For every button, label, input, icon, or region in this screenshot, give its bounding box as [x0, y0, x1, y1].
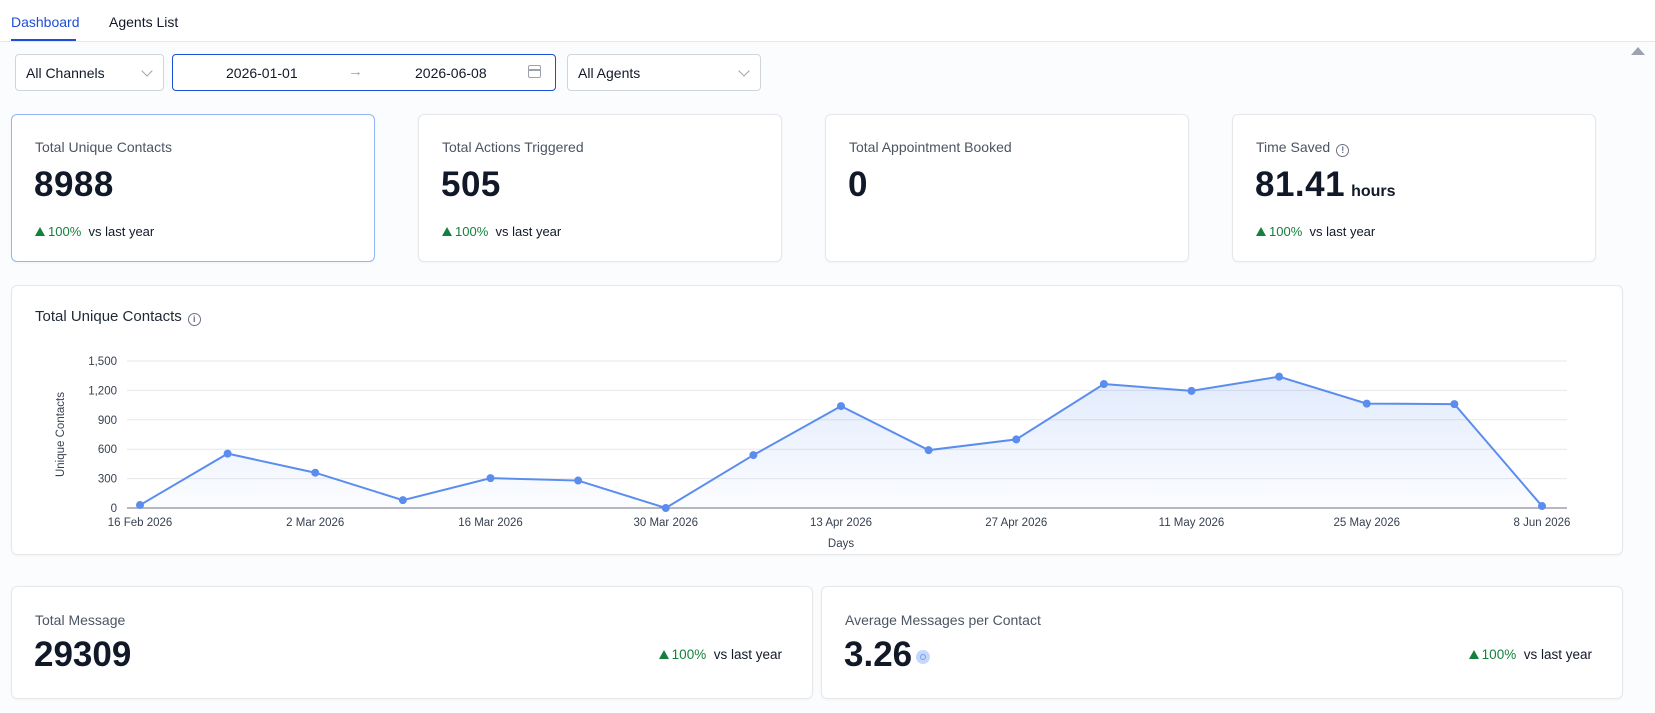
trend-up-icon: [1256, 227, 1266, 236]
data-point: [1275, 372, 1284, 381]
channel-select-value: All Channels: [26, 64, 105, 81]
calendar-icon[interactable]: [528, 65, 541, 78]
kpi-card-appointments-booked[interactable]: Total Appointment Booked 0: [825, 114, 1189, 262]
tab-bar: Dashboard Agents List: [0, 0, 1655, 42]
data-point: [1187, 386, 1196, 395]
data-point: [398, 496, 407, 505]
data-point: [749, 451, 758, 460]
y-tick-label: 600: [98, 444, 117, 456]
y-tick-label: 1,200: [88, 385, 117, 397]
data-point: [1362, 399, 1371, 408]
y-tick-label: 900: [98, 415, 117, 427]
chart-title: Total Unique Contacts i: [35, 308, 201, 326]
agent-select-value: All Agents: [578, 64, 641, 81]
avg-messages-label: Average Messages per Contact: [845, 612, 1041, 628]
data-point: [661, 504, 670, 512]
kpi-trend: 100% vs last year: [442, 224, 561, 239]
agent-select[interactable]: All Agents: [567, 54, 761, 91]
chevron-down-icon: [738, 65, 750, 77]
scroll-up-arrow-icon[interactable]: [1631, 47, 1645, 55]
data-point: [924, 446, 933, 455]
data-point: [1012, 435, 1021, 444]
data-point: [311, 468, 320, 477]
kpi-trend: 100% vs last year: [35, 224, 154, 239]
total-message-value: 29309: [34, 635, 132, 674]
y-tick-label: 0: [111, 503, 117, 515]
unique-contacts-chart: 0 300 600 900 1,200 1,500 16 Feb 2026 2 Mar 202…: [55, 356, 1571, 550]
trend-up-icon: [442, 227, 452, 236]
info-badge-icon[interactable]: [916, 650, 931, 664]
x-tick-label: 2 Mar 2026: [286, 517, 344, 529]
avg-messages-value: 3.26: [844, 635, 931, 675]
trend-up-icon: [35, 227, 45, 236]
data-point: [1538, 502, 1546, 511]
x-tick-label: 16 Feb 2026: [108, 517, 173, 529]
kpi-label: Total Appointment Booked: [849, 139, 1012, 155]
x-tick-label: 11 May 2026: [1159, 517, 1225, 529]
total-message-label: Total Message: [35, 612, 126, 628]
date-end-input[interactable]: 2026-06-08: [415, 65, 487, 81]
x-tick-label: 25 May 2026: [1334, 517, 1401, 529]
x-tick-label: 30 Mar 2026: [633, 517, 698, 529]
kpi-card-unique-contacts[interactable]: Total Unique Contacts 8988 100% vs last …: [11, 114, 375, 262]
x-tick-label: 16 Mar 2026: [458, 517, 523, 529]
data-point: [486, 474, 495, 483]
x-tick-label: 8 Jun 2026: [1514, 517, 1571, 529]
kpi-value: 505: [441, 165, 501, 204]
channel-select[interactable]: All Channels: [15, 54, 164, 91]
kpi-unit: hours: [1351, 183, 1396, 200]
data-point: [1450, 400, 1459, 409]
date-start-input[interactable]: 2026-01-01: [226, 65, 298, 81]
date-range-picker[interactable]: 2026-01-01 → 2026-06-08: [172, 54, 556, 91]
data-point: [136, 501, 144, 510]
kpi-card-time-saved[interactable]: Time Saved! 81.41 hours 100% vs last year: [1232, 114, 1596, 262]
trend-up-icon: [658, 650, 669, 659]
kpi-label: Total Actions Triggered: [442, 139, 584, 155]
total-message-card[interactable]: Total Message 29309 100% vs last year: [11, 586, 813, 699]
chart-card: Total Unique Contacts i 0 300 600 900 1,200 1,…: [11, 285, 1623, 555]
data-point: [574, 476, 583, 485]
kpi-label: Total Unique Contacts: [35, 139, 172, 155]
kpi-value: 81.41 hours: [1255, 165, 1396, 204]
tab-agents-list[interactable]: Agents List: [109, 14, 179, 30]
kpi-value: 8988: [34, 165, 114, 204]
avg-messages-card[interactable]: Average Messages per Contact 3.26 100% v…: [821, 586, 1623, 699]
kpi-value: 0: [848, 165, 868, 204]
data-point: [1099, 380, 1108, 389]
info-icon[interactable]: !: [1336, 144, 1350, 157]
y-tick-label: 300: [98, 474, 117, 486]
total-message-trend: 100% vs last year: [658, 647, 782, 662]
data-point: [223, 449, 232, 458]
tab-dashboard[interactable]: Dashboard: [11, 14, 80, 30]
kpi-card-actions-triggered[interactable]: Total Actions Triggered 505 100% vs last…: [418, 114, 782, 262]
avg-messages-trend: 100% vs last year: [1468, 647, 1592, 662]
chevron-down-icon: [141, 65, 153, 77]
x-axis-label: Days: [828, 538, 854, 550]
series-area: [140, 376, 1542, 508]
y-tick-label: 1,500: [88, 356, 117, 368]
arrow-right-icon: →: [348, 63, 363, 80]
active-tab-indicator: [11, 39, 76, 41]
y-axis-label: Unique Contacts: [55, 392, 67, 477]
data-point: [837, 402, 845, 411]
x-tick-label: 13 Apr 2026: [810, 517, 872, 529]
x-tick-label: 27 Apr 2026: [985, 517, 1047, 529]
info-icon[interactable]: i: [187, 313, 201, 326]
kpi-trend: 100% vs last year: [1256, 224, 1375, 239]
kpi-label: Time Saved!: [1256, 139, 1350, 157]
trend-up-icon: [1468, 650, 1479, 659]
